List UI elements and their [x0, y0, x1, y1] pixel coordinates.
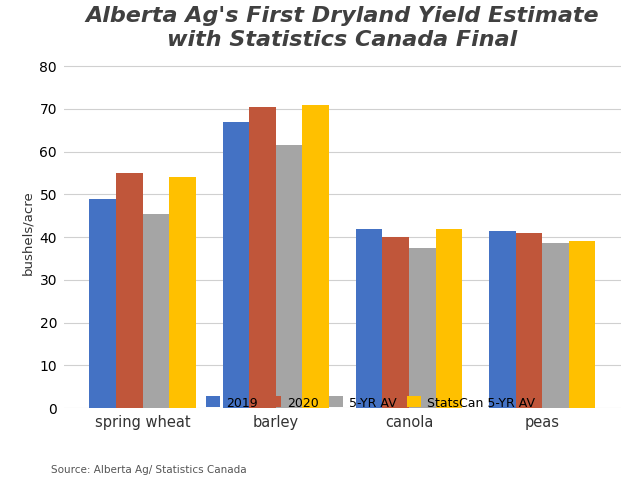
- Bar: [276, 145, 303, 408]
- Bar: [356, 228, 382, 408]
- Bar: [542, 243, 569, 408]
- Y-axis label: bushels/acre: bushels/acre: [21, 191, 34, 275]
- Bar: [223, 122, 249, 408]
- Text: Source: Alberta Ag/ Statistics Canada: Source: Alberta Ag/ Statistics Canada: [51, 465, 247, 475]
- Bar: [569, 241, 595, 408]
- Bar: [116, 173, 143, 408]
- Bar: [143, 214, 169, 408]
- Title: Alberta Ag's First Dryland Yield Estimate
with Statistics Canada Final: Alberta Ag's First Dryland Yield Estimat…: [86, 6, 599, 50]
- Bar: [409, 248, 436, 408]
- Legend: 2019, 2020, 5-YR AV, StatsCan 5-YR AV: 2019, 2020, 5-YR AV, StatsCan 5-YR AV: [201, 392, 540, 415]
- Bar: [436, 228, 462, 408]
- Bar: [169, 177, 196, 408]
- Bar: [249, 107, 276, 408]
- Bar: [303, 105, 329, 408]
- Bar: [489, 231, 516, 408]
- Bar: [516, 233, 542, 408]
- Bar: [90, 199, 116, 408]
- Bar: [382, 237, 409, 408]
